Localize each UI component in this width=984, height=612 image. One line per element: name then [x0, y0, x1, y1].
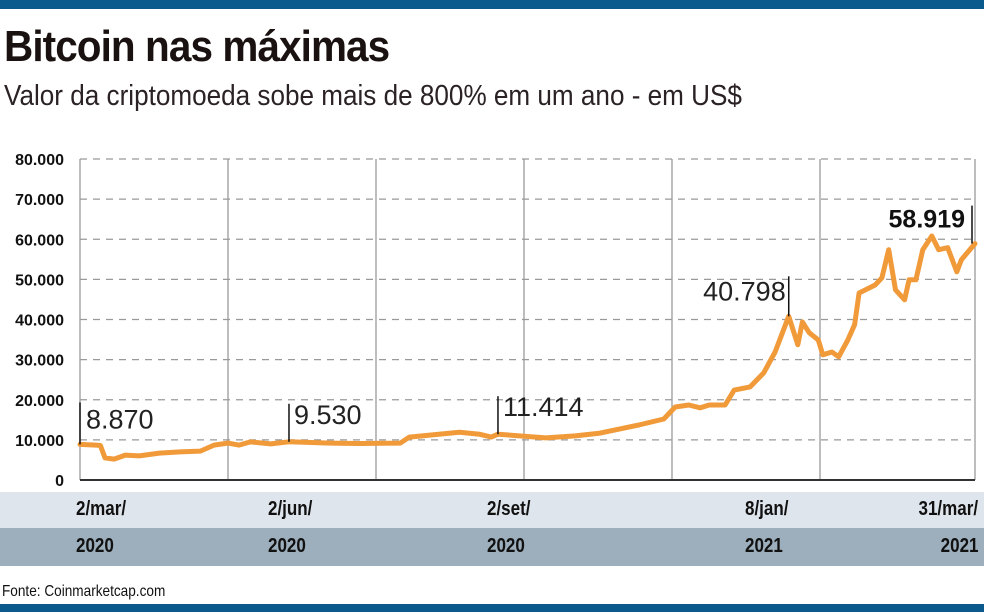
y-tick-label: 10.000 [15, 433, 64, 450]
x-tick-label-year: 2021 [940, 535, 978, 557]
y-tick-label: 20.000 [15, 393, 64, 410]
chart-title: Bitcoin nas máximas [4, 22, 390, 71]
annotation-label: 11.414 [503, 392, 584, 422]
y-tick-label: 40.000 [15, 313, 64, 330]
top-bar [0, 0, 984, 9]
price-line [77, 233, 978, 462]
annotation-label: 8.870 [86, 404, 154, 434]
x-axis-band-dates [0, 492, 984, 528]
y-tick-label: 50.000 [15, 272, 64, 289]
y-tick-label: 60.000 [15, 232, 64, 249]
annotation-label: 9.530 [294, 400, 362, 430]
x-tick-label-date: 2/jun/ [268, 498, 313, 520]
y-tick-label: 80.000 [15, 152, 64, 169]
x-tick-label-year: 2020 [487, 535, 525, 557]
chart-subtitle: Valor da criptomoeda sobe mais de 800% e… [4, 80, 742, 112]
bottom-bar [0, 604, 984, 612]
x-tick-label-year: 2020 [76, 535, 114, 557]
annotation-label: 58.919 [889, 206, 965, 234]
x-tick-label-year: 2021 [745, 535, 783, 557]
source-note: Fonte: Coinmarketcap.com [2, 583, 166, 600]
x-tick-label-year: 2020 [268, 535, 306, 557]
x-axis-band-years [0, 528, 984, 566]
y-tick-label: 30.000 [15, 353, 64, 370]
x-tick-label-date: 31/mar/ [918, 498, 978, 520]
x-tick-label-date: 8/jan/ [745, 498, 789, 520]
y-tick-label: 70.000 [15, 192, 64, 209]
annotation-label: 40.798 [703, 276, 786, 306]
x-tick-label-date: 2/set/ [487, 498, 531, 520]
x-tick-label-date: 2/mar/ [76, 498, 127, 520]
y-tick-label: 0 [55, 473, 64, 490]
